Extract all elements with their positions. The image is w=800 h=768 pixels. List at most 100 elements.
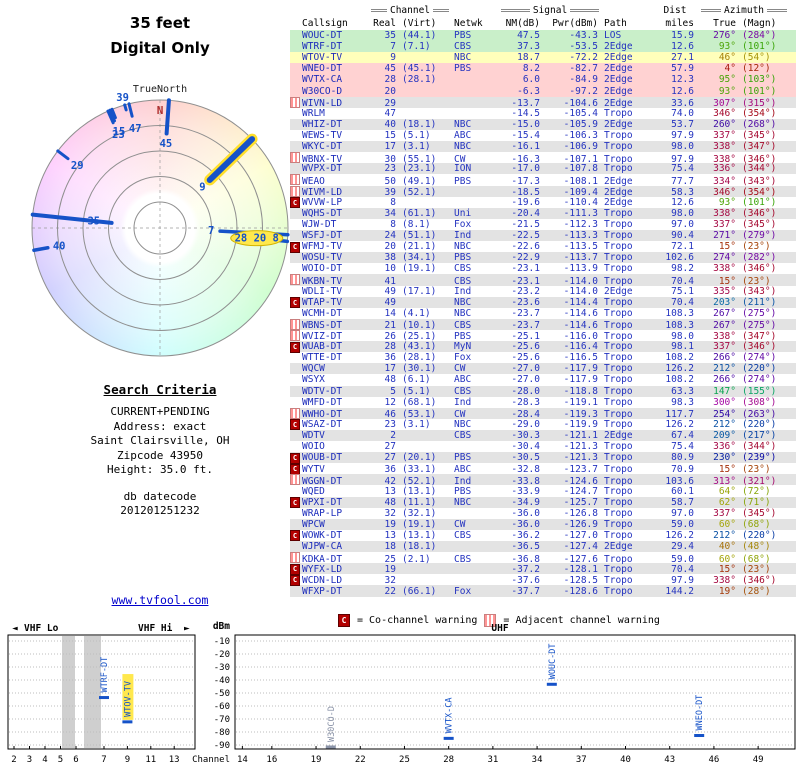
table-row: C WTAP-TV 49 NBC -23.6 -114.4 Tropo 70.4 203° (21…	[290, 296, 796, 309]
cell-network: CBS	[454, 530, 472, 542]
cell-callsign[interactable]: WVPX-DT	[302, 163, 343, 175]
cell-callsign[interactable]: WRLM	[302, 107, 325, 119]
cell-callsign[interactable]: WEWS-TV	[302, 130, 343, 142]
cell-callsign[interactable]: WOIO	[302, 441, 325, 453]
cell-callsign[interactable]: KDKA-DT	[302, 553, 343, 565]
col-true: True	[713, 18, 736, 29]
cell-callsign[interactable]: WDTV-DT	[302, 385, 343, 397]
dist-group-header: Dist	[663, 5, 687, 16]
cell-callsign[interactable]: WSFJ-DT	[302, 230, 343, 242]
radar-pointer	[123, 103, 128, 112]
cell-callsign[interactable]: WYFX-LD	[302, 563, 343, 575]
cell-callsign[interactable]: WTOV-TV	[302, 52, 343, 64]
cell-azimuth-true: 313°	[713, 475, 736, 487]
cell-nm-db: -30.5	[511, 452, 540, 464]
cell-virtual-channel: (68.1)	[402, 396, 437, 408]
cell-callsign[interactable]: W30CO-D	[302, 85, 343, 97]
cell-network: Ind	[454, 475, 472, 487]
cell-nm-db: -22.5	[511, 230, 540, 242]
cell-pwr-dbm: -127.6	[563, 553, 598, 565]
cell-network: ABC	[454, 130, 472, 142]
cell-callsign[interactable]: WQCW	[302, 363, 325, 375]
cell-callsign[interactable]: WWHO-DT	[302, 409, 343, 421]
cell-callsign[interactable]: WSAZ-DT	[302, 419, 343, 431]
cell-pwr-dbm: -105.4	[563, 107, 598, 119]
warning-cell	[290, 185, 300, 200]
cell-callsign[interactable]: WOSU-TV	[302, 252, 343, 264]
cell-nm-db: 8.2	[522, 63, 540, 75]
cell-network: PBS	[454, 452, 472, 464]
cell-callsign[interactable]: WGGN-DT	[302, 475, 343, 487]
cell-path: Tropo	[604, 241, 633, 253]
cell-callsign[interactable]: WOUB-DT	[302, 452, 343, 464]
cell-callsign[interactable]: WTTE-DT	[302, 352, 343, 364]
cell-miles: 98.0	[671, 207, 694, 219]
cell-real-channel: 7	[390, 41, 396, 53]
cell-real-channel: 25	[384, 553, 396, 565]
cell-callsign[interactable]: WKYC-DT	[302, 141, 343, 153]
cell-callsign[interactable]: WUAB-DT	[302, 341, 343, 353]
cell-callsign[interactable]: WIVM-LD	[302, 187, 343, 199]
cell-callsign[interactable]: WCDN-LD	[302, 574, 343, 586]
cell-callsign[interactable]: WOIO-DT	[302, 263, 343, 275]
cell-callsign[interactable]: WHIZ-DT	[302, 118, 343, 130]
cell-callsign[interactable]: WPXI-DT	[302, 496, 343, 508]
cell-callsign[interactable]: WDTV	[302, 429, 325, 441]
cell-callsign[interactable]: WMFD-DT	[302, 396, 343, 408]
cell-callsign[interactable]: WVTX-CA	[302, 74, 343, 86]
signal-marker-label: WOUC-DT	[548, 643, 558, 679]
cell-callsign[interactable]: WTRF-DT	[302, 41, 343, 53]
cell-azimuth-true: 212°	[713, 419, 736, 431]
cell-callsign[interactable]: WBNX-TV	[302, 153, 343, 165]
table-row: WKYC-DT 17 (3.1) NBC -16.1 -106.9 Tropo 98.0 338…	[290, 141, 796, 153]
cell-callsign[interactable]: WVIZ-DT	[302, 331, 343, 343]
table-row: WDTV 2 CBS -30.3 -121.1 2Edge 67.4 209° (217°)	[290, 429, 796, 442]
cell-nm-db: -18.5	[511, 187, 540, 199]
tvfool-link[interactable]: www.tvfool.com	[111, 593, 209, 607]
cell-callsign[interactable]: WCMH-DT	[302, 307, 343, 319]
cell-callsign[interactable]: WBNS-DT	[302, 320, 343, 332]
cell-network: Ind	[454, 285, 472, 297]
cell-callsign[interactable]: WNEO-DT	[302, 63, 343, 75]
cell-virtual-channel: (21.1)	[402, 241, 437, 253]
cell-callsign[interactable]: WFMJ-TV	[302, 241, 343, 253]
north-marker: N	[157, 104, 164, 117]
cell-nm-db: -17.3	[511, 175, 540, 187]
cell-nm-db: -22.9	[511, 252, 540, 264]
cell-azimuth-true: 337°	[713, 507, 736, 519]
cell-callsign[interactable]: WQED	[302, 485, 325, 497]
cell-callsign[interactable]: WJW-DT	[302, 218, 337, 230]
cell-nm-db: -33.9	[511, 485, 540, 497]
cell-callsign[interactable]: WJPW-CA	[302, 541, 343, 553]
cell-callsign[interactable]: WYTV	[302, 463, 325, 475]
cell-callsign[interactable]: WPCW	[302, 518, 325, 530]
cell-callsign[interactable]: WTAP-TV	[302, 296, 343, 308]
cell-callsign[interactable]: WEAO	[302, 175, 325, 187]
cell-azimuth-magn: (23°)	[742, 563, 771, 575]
cell-callsign[interactable]: WSYX	[302, 374, 325, 386]
cell-callsign[interactable]: WIVN-LD	[302, 98, 343, 110]
cell-network: CW	[454, 153, 466, 165]
cell-nm-db: -36.8	[511, 553, 540, 565]
cell-callsign[interactable]: WVVW-LP	[302, 196, 343, 208]
cell-callsign[interactable]: WRAP-LP	[302, 507, 343, 519]
warning-cell	[290, 152, 300, 166]
cell-network: CBS	[454, 320, 472, 332]
table-row: WRAP-LP 32 (32.1) -36.0 -126.8 Tropo 97.0 337° (…	[290, 507, 796, 519]
cell-real-channel: 48	[384, 496, 396, 508]
spectrum-gap-band	[84, 636, 101, 748]
cell-path: Tropo	[604, 452, 633, 464]
cell-pwr-dbm: -114.6	[563, 307, 598, 319]
cell-callsign[interactable]: WOWK-DT	[302, 530, 343, 542]
cell-nm-db: -23.7	[511, 320, 540, 332]
cell-pwr-dbm: -126.8	[563, 507, 598, 519]
cell-callsign[interactable]: WFXP-DT	[302, 585, 343, 597]
cell-callsign[interactable]: WOUC-DT	[302, 30, 343, 42]
cell-callsign[interactable]: WKBN-TV	[302, 275, 343, 287]
radar-channel-label: 9	[199, 182, 205, 194]
cell-callsign[interactable]: WDLI-TV	[302, 285, 343, 297]
cell-pwr-dbm: -126.9	[563, 518, 598, 530]
cell-callsign[interactable]: WQHS-DT	[302, 207, 343, 219]
cell-azimuth-magn: (155°)	[742, 385, 777, 397]
cell-virtual-channel: (45.1)	[402, 63, 437, 75]
